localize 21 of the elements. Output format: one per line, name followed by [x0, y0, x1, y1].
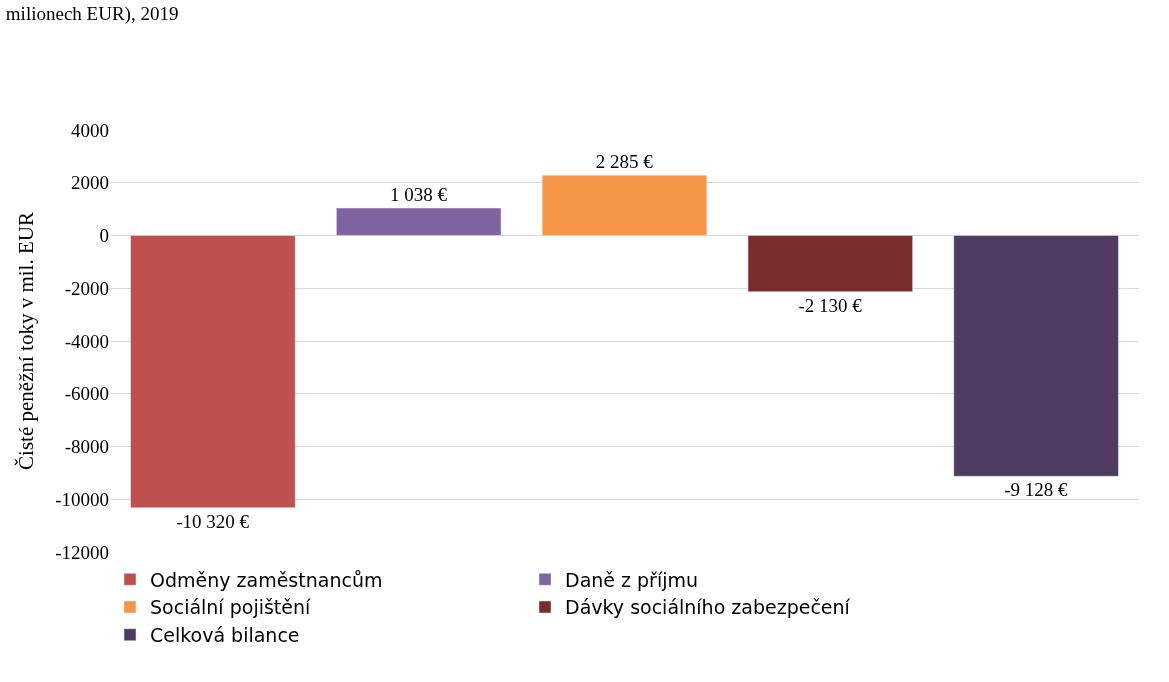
- legend-label: Daně z příjmu: [565, 568, 699, 591]
- data-label: 1 038 €: [389, 184, 448, 206]
- y-tick-label: -12000: [55, 541, 109, 563]
- chart-title: milionech EUR), 2019: [5, 3, 179, 26]
- y-tick-label: -2000: [64, 277, 109, 299]
- data-label: 2 285 €: [595, 151, 654, 173]
- y-tick-label: -8000: [64, 436, 109, 458]
- data-label: -9 128 €: [1004, 479, 1069, 501]
- legend-label: Celková bilance: [150, 624, 300, 647]
- y-tick-label: 0: [99, 225, 109, 247]
- legend-label: Sociální pojištění: [150, 596, 312, 619]
- y-tick-label: -4000: [64, 330, 109, 352]
- data-label: -10 320 €: [176, 510, 250, 532]
- data-label: -2 130 €: [798, 294, 863, 316]
- y-tick-label: 2000: [71, 172, 109, 194]
- y-tick-label: -10000: [55, 488, 109, 510]
- y-tick-label: -6000: [64, 383, 109, 405]
- y-axis-title: Čisté peněžní toky v mil. EUR: [14, 212, 39, 470]
- legend-label: Dávky sociálního zabezpečení: [565, 596, 851, 619]
- legend-label: Odměny zaměstnancům: [150, 568, 383, 591]
- y-tick-label: 4000: [71, 119, 109, 141]
